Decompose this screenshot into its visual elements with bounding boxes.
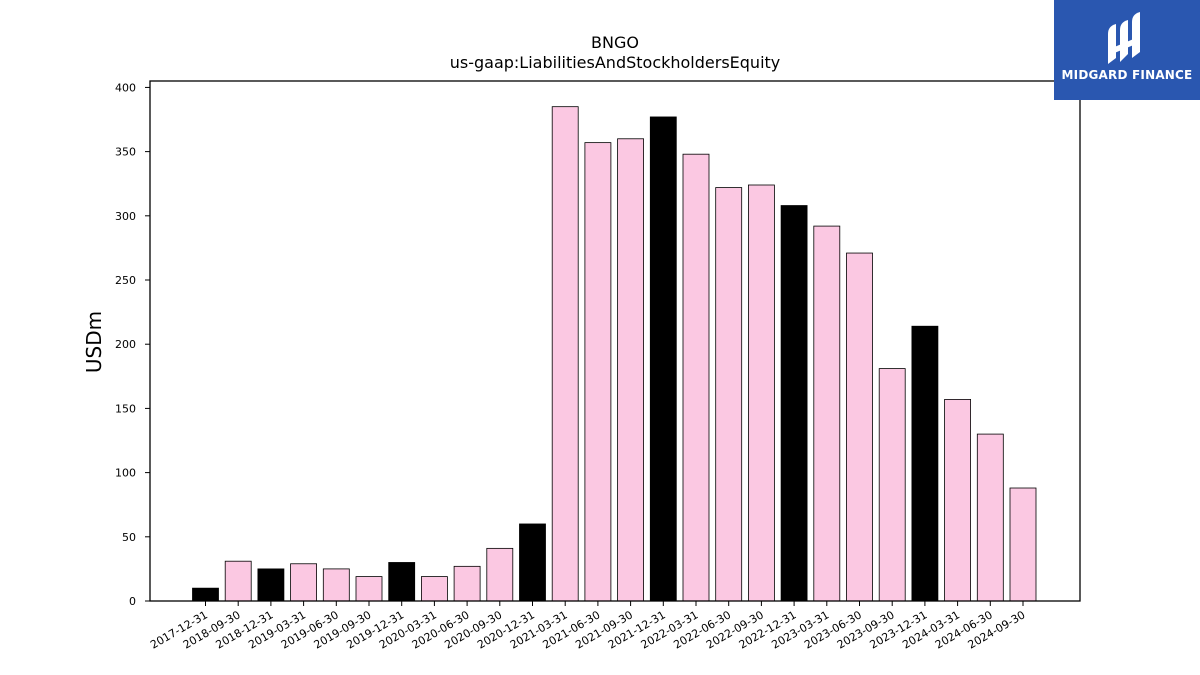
bar-2020-03-31 [420,576,448,602]
bar-2022-12-31 [780,205,808,602]
chart-title: BNGO [591,33,639,52]
bar-2019-03-31 [290,563,318,602]
bar-2020-09-30 [486,547,514,602]
y-axis-ticks: 0 50 100 150 200 250 300 350 400 [115,81,150,608]
bar-2021-06-30 [584,142,612,602]
y-tick-label: 300 [115,210,136,223]
y-tick-label: 350 [115,146,136,159]
chart-subtitle: us-gaap:LiabilitiesAndStockholdersEquity [450,53,781,72]
y-tick-label: 200 [115,338,136,351]
bar-2023-09-30 [878,368,906,602]
y-tick-label: 50 [122,531,136,544]
bar-2017-12-31 [192,587,219,602]
plot-frame [149,80,1081,602]
bar-2019-12-31 [388,562,416,602]
bar-series [192,106,1037,602]
y-tick-label: 100 [115,467,136,480]
y-tick-label: 0 [129,595,136,608]
bar-2019-09-30 [355,576,383,602]
bar-2020-12-31 [519,523,546,602]
bar-2024-09-30 [1009,487,1037,602]
bar-2022-06-30 [715,187,743,602]
y-tick-label: 400 [115,81,136,94]
bar-2021-03-31 [551,106,579,602]
bar-2018-12-31 [257,568,285,602]
y-axis-label: USDm [82,311,106,373]
x-axis-ticks: 2017-12-312018-09-302018-12-312019-03-31… [148,601,1028,652]
bar-2024-03-31 [944,399,971,602]
bar-2023-03-31 [813,225,841,602]
bar-2020-06-30 [453,565,481,602]
bar-2023-12-31 [911,325,939,602]
bar-2022-03-31 [682,153,710,602]
bar-2023-06-30 [846,252,873,602]
bar-2021-09-30 [617,138,644,602]
y-tick-label: 250 [115,274,136,287]
midgard-finance-logo: MIDGARD FINANCE [1054,0,1200,100]
bar-2022-09-30 [748,184,775,602]
bar-2024-06-30 [976,433,1004,602]
y-tick-label: 150 [115,402,136,415]
bar-2018-09-30 [224,560,252,602]
logo-text: MIDGARD FINANCE [1061,68,1193,82]
bar-2019-06-30 [322,568,350,602]
bar-2021-12-31 [649,116,677,602]
midgard-logo-icon [1108,12,1140,64]
